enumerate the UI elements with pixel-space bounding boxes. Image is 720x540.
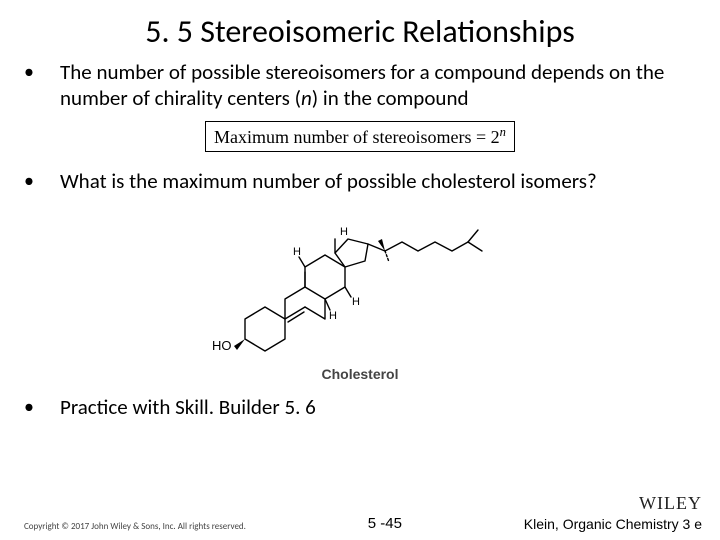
book-title: Klein, Organic Chemistry 3 e — [524, 516, 702, 532]
bullet-2: • What is the maximum number of possible… — [24, 168, 696, 194]
molecule-figure: HO H H H H Cholesterol — [24, 204, 696, 382]
bullet-1-text: The number of possible stereoisomers for… — [60, 59, 696, 111]
slide-title: 5. 5 Stereoisomeric Relationships — [0, 0, 720, 59]
formula-exponent: n — [500, 125, 506, 139]
svg-text:H: H — [352, 296, 360, 308]
ho-label: HO — [212, 338, 232, 353]
svg-text:H: H — [293, 246, 301, 258]
bullet-dot: • — [24, 394, 60, 420]
svg-text:H: H — [340, 226, 348, 238]
formula-container: Maximum number of stereoisomers = 2n — [24, 121, 696, 152]
molecule-label: Cholesterol — [24, 366, 696, 382]
bullet-1-post: ) in the compound — [312, 85, 469, 111]
bullet-2-text: What is the maximum number of possible c… — [60, 168, 696, 194]
bullet-dot: • — [24, 59, 60, 85]
slide-footer: Copyright © 2017 John Wiley & Sons, Inc.… — [0, 493, 720, 532]
bullet-dot: • — [24, 168, 60, 194]
bullet-1-n: n — [301, 85, 312, 111]
bullet-3-text: Practice with Skill. Builder 5. 6 — [60, 394, 696, 420]
footer-right: WILEY Klein, Organic Chemistry 3 e — [524, 493, 702, 532]
copyright-text: Copyright © 2017 John Wiley & Sons, Inc.… — [24, 521, 246, 532]
publisher-logo: WILEY — [524, 493, 702, 514]
formula-box: Maximum number of stereoisomers = 2n — [205, 121, 515, 152]
svg-text:H: H — [329, 310, 337, 322]
formula-lhs: Maximum number of stereoisomers = 2 — [214, 127, 500, 147]
bullet-1: • The number of possible stereoisomers f… — [24, 59, 696, 111]
slide-content: • The number of possible stereoisomers f… — [0, 59, 720, 420]
cholesterol-structure-icon: HO H H H H — [190, 204, 530, 359]
bullet-3: • Practice with Skill. Builder 5. 6 — [24, 394, 696, 420]
page-number: 5 -45 — [368, 515, 402, 532]
